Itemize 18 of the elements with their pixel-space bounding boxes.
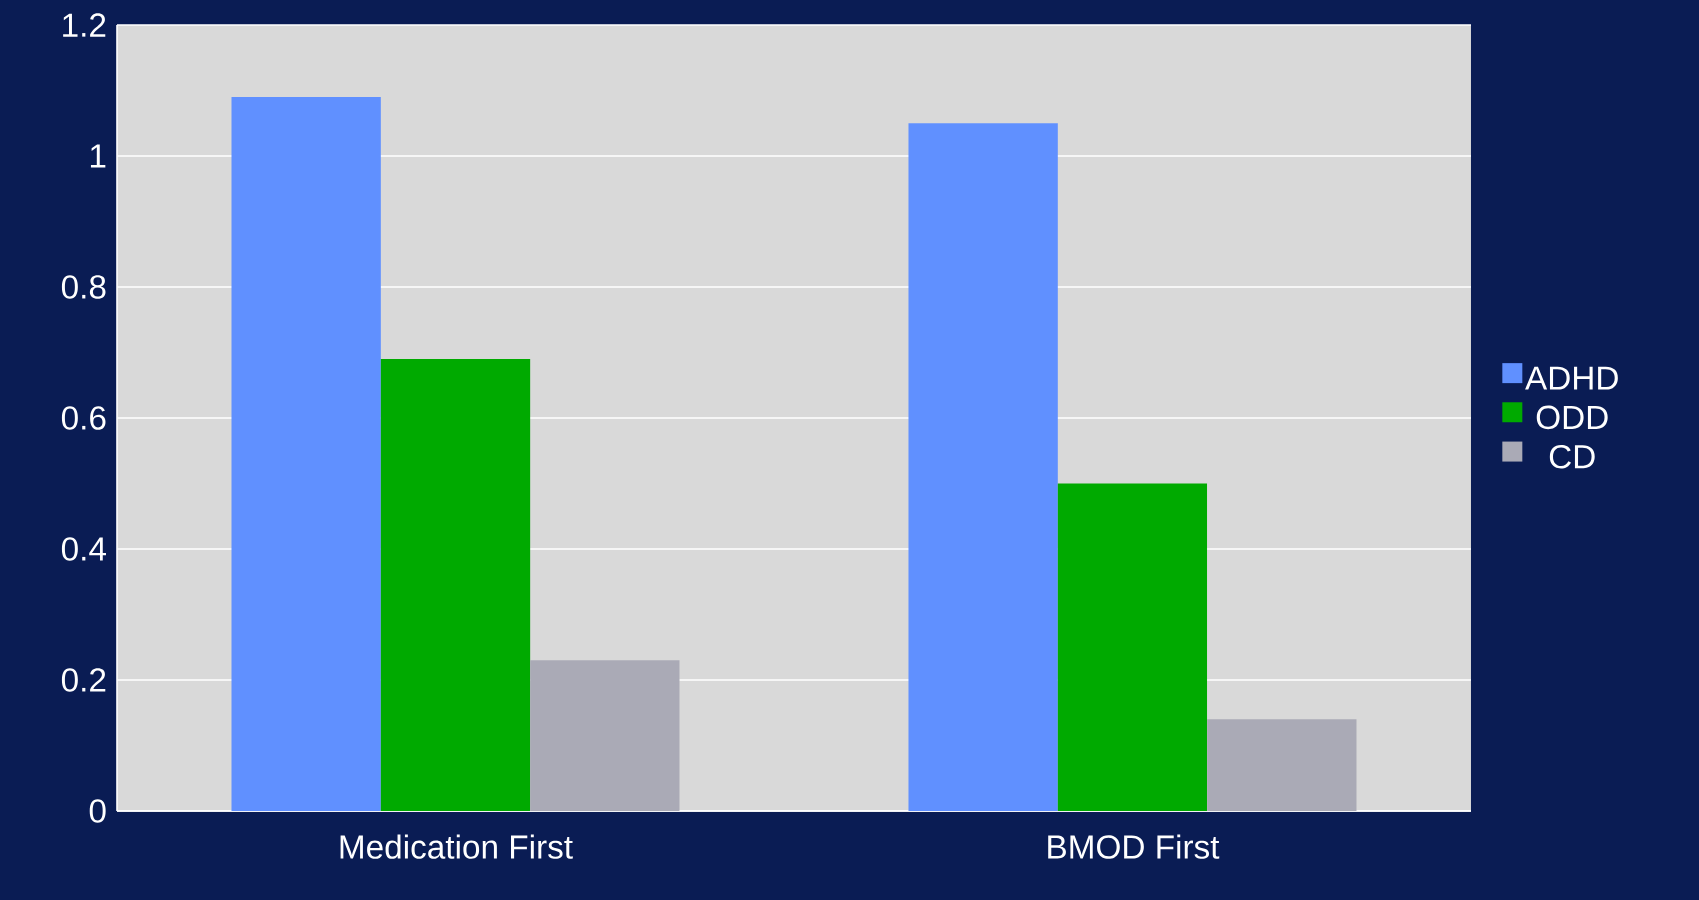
y-tick-label: 1.2 (63, 13, 106, 37)
y-tick-label: 0.4 (61, 537, 106, 561)
legend-label: ADHD (1525, 366, 1618, 390)
bar (908, 123, 1058, 811)
bar (380, 359, 531, 811)
y-tick-label: 0.8 (61, 275, 106, 299)
x-tick-label: BMOD First (1048, 834, 1220, 859)
y-tick-label: 0 (89, 799, 106, 823)
legend-label: CD (1549, 444, 1595, 469)
y-tick-label: 0.2 (61, 668, 106, 692)
x-tick-label: Medication First (340, 834, 573, 859)
bar (1207, 719, 1357, 811)
y-tick-label: 1 (90, 144, 106, 168)
bar (1057, 483, 1208, 811)
y-tick-label: 0.6 (61, 406, 106, 430)
bar (530, 660, 680, 811)
legend-label: ODD (1536, 405, 1608, 430)
bar (231, 97, 381, 811)
